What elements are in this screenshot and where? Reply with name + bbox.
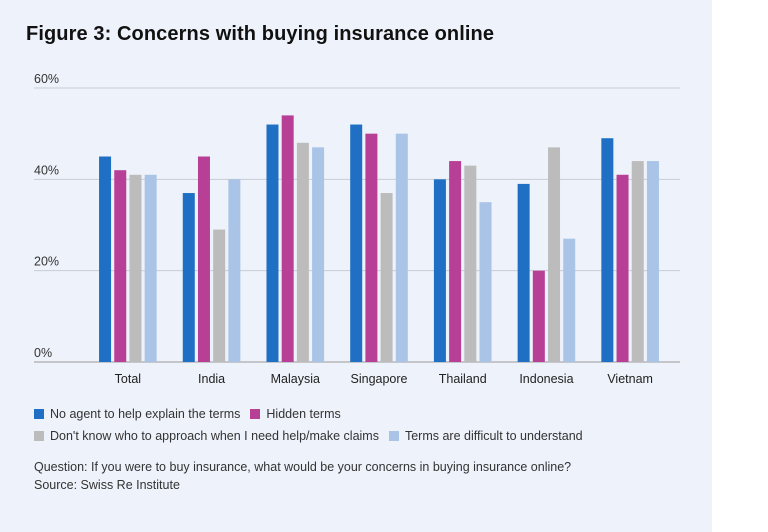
y-tick-label-60: 60%: [34, 72, 59, 86]
legend-swatch-difficult-terms: [388, 431, 399, 441]
x-tick-label-total: Total: [115, 372, 141, 386]
bar-india-terms-are-difficult-to-understand: [228, 179, 241, 362]
legend-row-2: Don't know who to approach when I need h…: [34, 425, 593, 447]
x-tick-label-vietnam: Vietnam: [607, 372, 653, 386]
x-tick-label-malaysia: Malaysia: [271, 372, 320, 386]
bar-vietnam-terms-are-difficult-to-understand: [646, 161, 659, 362]
figure-title: Figure 3: Concerns with buying insurance…: [26, 23, 495, 45]
bar-malaysia-no-agent-to-help-explain-the-terms: [266, 124, 279, 363]
bar-thailand-no-agent-to-help-explain-the-terms: [433, 179, 446, 362]
legend-label-difficult-terms: Terms are difficult to understand: [404, 429, 583, 443]
bar-vietnam-no-agent-to-help-explain-the-terms: [601, 138, 614, 362]
bar-indonesia-terms-are-difficult-to-understand: [563, 238, 576, 362]
labels-layer: 0% 20% 40% 60% Total India Malaysia Singapore Th…: [34, 72, 653, 386]
legend-swatch-dont-know: [34, 431, 44, 441]
question-note: Question: If you were to buy insurance, …: [34, 460, 572, 474]
bar-singapore-hidden-terms: [365, 133, 378, 362]
bar-singapore-don-t-know-who-to-approach-when-i-need-help-make-claims: [380, 193, 393, 362]
legend-swatch-hidden-terms: [250, 409, 261, 419]
bar-malaysia-hidden-terms: [281, 115, 294, 363]
legend: No agent to help explain the terms Hidde…: [34, 403, 593, 447]
bar-indonesia-don-t-know-who-to-approach-when-i-need-help-make-claims: [548, 147, 561, 362]
bar-thailand-terms-are-difficult-to-understand: [479, 202, 492, 362]
bar-thailand-don-t-know-who-to-approach-when-i-need-help-make-claims: [464, 165, 477, 362]
bar-india-hidden-terms: [197, 156, 210, 362]
y-tick-label-0: 0%: [34, 346, 52, 360]
bar-thailand-hidden-terms: [449, 161, 462, 362]
bar-malaysia-terms-are-difficult-to-understand: [312, 147, 325, 362]
x-tick-label-indonesia: Indonesia: [519, 372, 573, 386]
footnotes: Question: If you were to buy insurance, …: [34, 458, 571, 494]
x-tick-label-singapore: Singapore: [351, 372, 408, 386]
bar-total-terms-are-difficult-to-understand: [144, 174, 157, 362]
bar-singapore-terms-are-difficult-to-understand: [395, 133, 408, 362]
bar-malaysia-don-t-know-who-to-approach-when-i-need-help-make-claims: [296, 142, 309, 362]
bar-vietnam-don-t-know-who-to-approach-when-i-need-help-make-claims: [631, 161, 644, 362]
legend-label-hidden-terms: Hidden terms: [266, 407, 341, 421]
legend-swatch-no-agent: [34, 409, 44, 419]
legend-item-no-agent: No agent to help explain the terms: [34, 407, 240, 421]
bar-total-no-agent-to-help-explain-the-terms: [99, 156, 112, 362]
bar-india-no-agent-to-help-explain-the-terms: [182, 193, 195, 362]
bar-vietnam-hidden-terms: [616, 174, 629, 362]
legend-label-no-agent: No agent to help explain the terms: [50, 407, 241, 421]
x-tick-label-india: India: [198, 372, 225, 386]
legend-item-hidden-terms: Hidden terms: [250, 407, 341, 421]
bar-total-don-t-know-who-to-approach-when-i-need-help-make-claims: [129, 174, 142, 362]
bar-india-don-t-know-who-to-approach-when-i-need-help-make-claims: [213, 229, 226, 362]
x-tick-label-thailand: Thailand: [439, 372, 487, 386]
legend-item-difficult-terms: Terms are difficult to understand: [388, 429, 583, 443]
bar-singapore-no-agent-to-help-explain-the-terms: [350, 124, 363, 363]
bar-indonesia-no-agent-to-help-explain-the-terms: [517, 183, 530, 362]
bar-total-hidden-terms: [114, 170, 127, 362]
y-tick-label-20: 20%: [34, 255, 59, 269]
legend-label-dont-know: Don't know who to approach when I need h…: [50, 429, 379, 443]
source-note: Source: Swiss Re Institute: [34, 478, 180, 492]
y-tick-label-40: 40%: [34, 163, 59, 177]
bar-indonesia-hidden-terms: [532, 270, 545, 362]
bars-layer: [99, 115, 659, 363]
legend-row-1: No agent to help explain the terms Hidde…: [34, 403, 593, 425]
bar-chart: 0% 20% 40% 60% Total India Malaysia Singapore Th…: [34, 72, 680, 386]
legend-item-dont-know: Don't know who to approach when I need h…: [34, 429, 379, 443]
